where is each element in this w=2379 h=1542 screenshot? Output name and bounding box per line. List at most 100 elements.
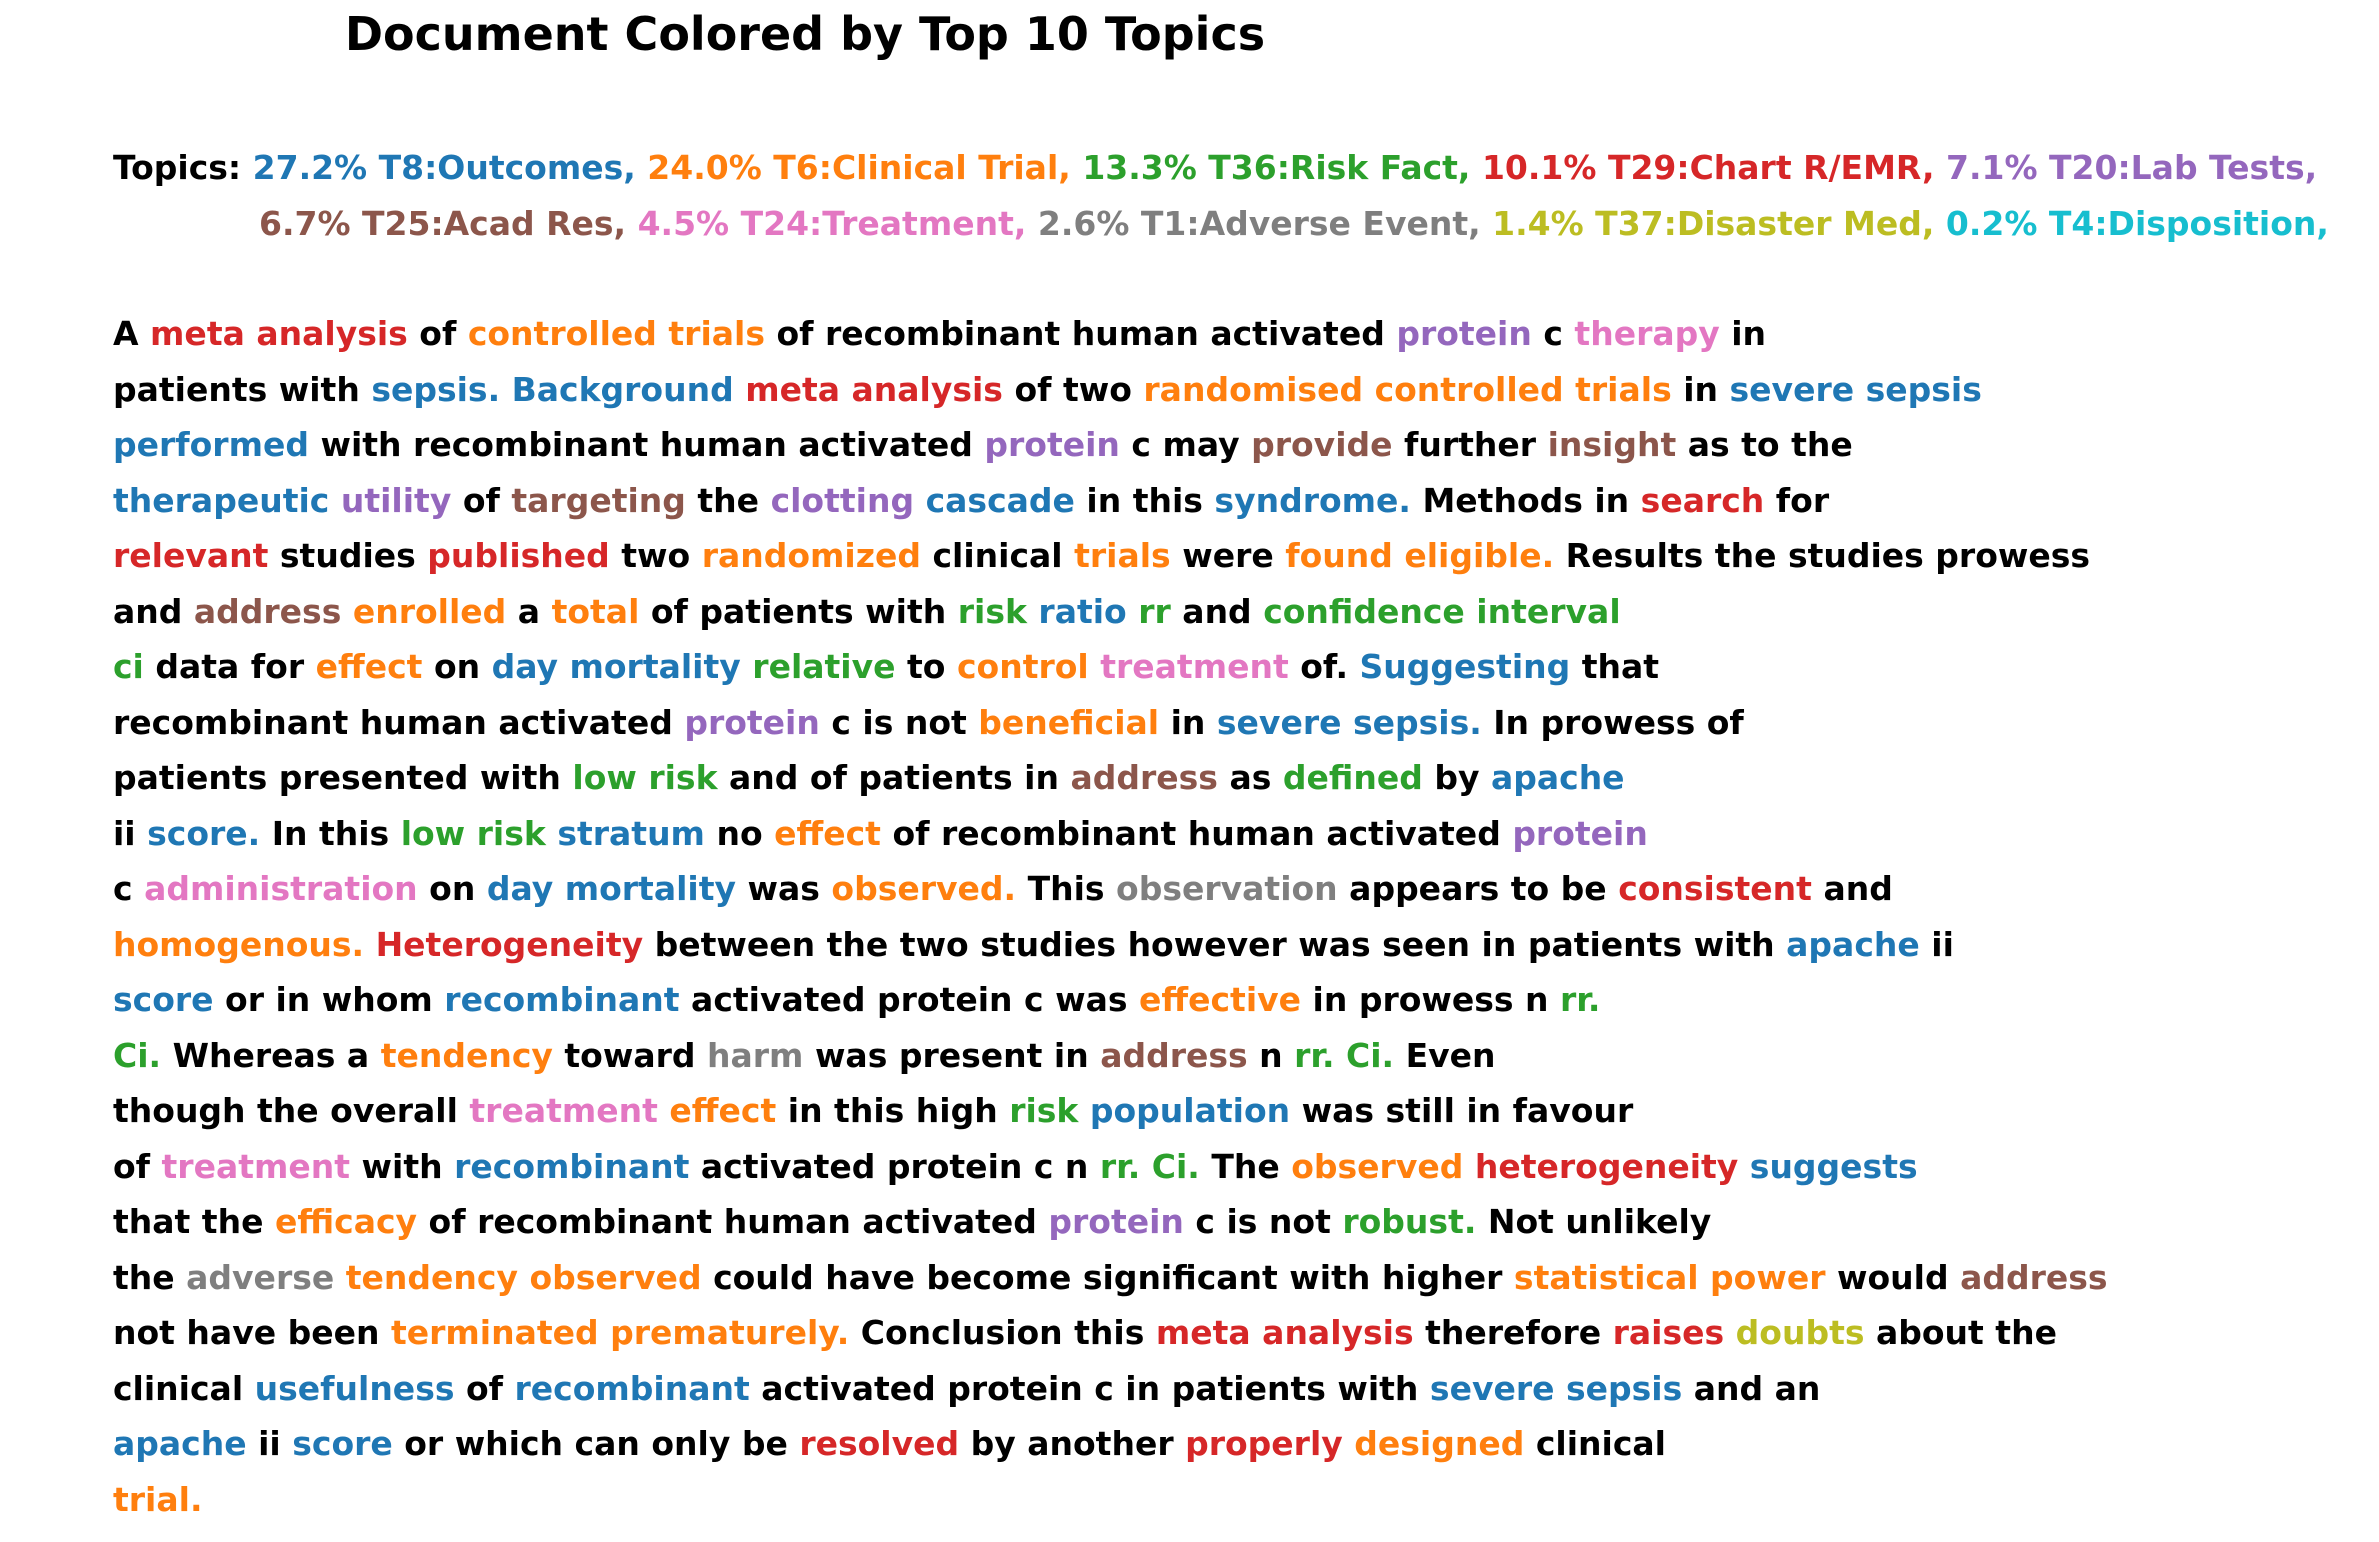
plain-text: In this xyxy=(271,813,390,853)
plain-text: about the xyxy=(1875,1313,2057,1352)
topic-entry: 13.3% T36:Risk Fact, xyxy=(1082,148,1471,187)
plain-text: Methods in xyxy=(1422,480,1630,520)
topic-word: severe sepsis xyxy=(1729,369,1982,409)
topic-word: total xyxy=(551,591,640,631)
topic-word: ci xyxy=(113,647,144,686)
document-line: apache ii score or which can only be res… xyxy=(113,1416,2108,1472)
document-line: performed with recombinant human activat… xyxy=(113,417,2108,473)
topic-word: doubts xyxy=(1735,1313,1865,1352)
topic-word: meta analysis xyxy=(150,314,408,353)
plain-text: of recombinant human activated xyxy=(892,813,1501,853)
plain-text: activated protein c in patients with xyxy=(761,1368,1419,1408)
plain-text: of recombinant human activated xyxy=(428,1202,1037,1241)
plain-text: activated protein c n xyxy=(700,1146,1089,1186)
topic-word: search xyxy=(1640,480,1765,520)
document-line: and address enrolled a total of patients… xyxy=(113,584,2108,640)
topic-word: controlled trials xyxy=(467,314,765,353)
topic-entry: 1.4% T37:Disaster Med, xyxy=(1492,204,1935,243)
document-line: patients with sepsis. Background meta an… xyxy=(113,362,2108,418)
document-line: c administration on day mortality was ob… xyxy=(113,861,2108,917)
topic-word: terminated prematurely. xyxy=(390,1313,850,1352)
topic-word: confidence interval xyxy=(1263,591,1621,631)
topic-word: therapy xyxy=(1574,314,1720,353)
document-body: A meta analysis of controlled trials of … xyxy=(113,306,2108,1527)
document-line: trial. xyxy=(113,1472,2108,1528)
topic-word: properly xyxy=(1185,1424,1343,1463)
topic-word: effect xyxy=(774,813,881,853)
plain-text: that the xyxy=(113,1202,264,1241)
plain-text: ii xyxy=(1931,924,1954,964)
topic-word: apache xyxy=(113,1424,247,1463)
topic-word: Suggesting xyxy=(1359,647,1571,686)
topic-word: relative xyxy=(752,647,896,686)
plain-text: appears to be xyxy=(1349,869,1607,908)
topic-word: severe sepsis xyxy=(1429,1368,1683,1408)
topic-entry: 2.6% T1:Adverse Event, xyxy=(1037,204,1481,243)
topics-row-2-entries: 6.7% T25:Acad Res, 4.5% T24:Treatment, 2… xyxy=(259,204,2329,243)
plain-text: of patients with xyxy=(650,591,947,631)
topic-word: stratum xyxy=(557,813,705,853)
topic-word: recombinant xyxy=(454,1146,690,1186)
plain-text: of xyxy=(419,314,457,353)
topic-word: rr. xyxy=(1560,980,1601,1019)
plain-text: ii xyxy=(113,813,136,853)
topic-word: day mortality xyxy=(491,647,741,686)
document-line: not have been terminated prematurely. Co… xyxy=(113,1305,2108,1361)
topic-word: Ci. xyxy=(113,1035,162,1075)
plain-text: recombinant human activated xyxy=(113,702,673,742)
topic-word: meta analysis xyxy=(745,369,1003,409)
figure-title: Document Colored by Top 10 Topics xyxy=(344,7,1266,61)
document-line: ci data for effect on day mortality rela… xyxy=(113,639,2108,695)
topic-word: score xyxy=(113,980,214,1019)
topic-word: control xyxy=(956,647,1089,686)
topic-word: consistent xyxy=(1618,869,1812,908)
topic-word: address xyxy=(1960,1257,2108,1297)
plain-text: was still in favour xyxy=(1301,1091,1634,1130)
topic-entry: 7.1% T20:Lab Tests, xyxy=(1946,148,2318,187)
document-line: A meta analysis of controlled trials of … xyxy=(113,306,2108,362)
topic-word: protein xyxy=(1048,1202,1184,1241)
topic-word: designed xyxy=(1354,1424,1525,1463)
plain-text: Even xyxy=(1405,1035,1496,1075)
topic-word: tendency observed xyxy=(345,1257,702,1297)
plain-text: in this high xyxy=(787,1091,998,1130)
plain-text: further xyxy=(1404,425,1537,464)
document-line: that the efficacy of recombinant human a… xyxy=(113,1194,2108,1250)
topic-word: statistical power xyxy=(1513,1257,1826,1297)
document-line: Ci. Whereas a tendency toward harm was p… xyxy=(113,1028,2108,1084)
document-line: homogenous. Heterogeneity between the tw… xyxy=(113,917,2108,973)
topic-word: rr. Ci. xyxy=(1294,1035,1395,1075)
plain-text: patients presented with xyxy=(113,758,561,797)
document-line: patients presented with low risk and of … xyxy=(113,750,2108,806)
topic-word: beneficial xyxy=(978,702,1160,742)
topic-word: found eligible. xyxy=(1285,536,1555,575)
plain-text: toward xyxy=(564,1035,696,1075)
topics-row-2: 6.7% T25:Acad Res, 4.5% T24:Treatment, 2… xyxy=(113,196,2329,252)
plain-text: or in whom xyxy=(225,980,433,1019)
plain-text: to xyxy=(907,647,946,686)
topic-word: homogenous. xyxy=(113,924,365,964)
topic-word: protein xyxy=(1512,813,1648,853)
topic-word: low risk xyxy=(400,813,546,853)
topic-word: adverse xyxy=(186,1257,335,1297)
topic-word: raises xyxy=(1612,1313,1725,1352)
topic-word: efficacy xyxy=(274,1202,418,1241)
plain-text: as xyxy=(1229,758,1272,797)
plain-text: clinical xyxy=(113,1368,244,1408)
plain-text: or which can only be xyxy=(404,1424,788,1463)
plain-text: in this xyxy=(1086,480,1203,520)
topic-word: resolved xyxy=(799,1424,960,1463)
topic-word: trials xyxy=(1074,536,1171,575)
topic-word: score xyxy=(292,1424,393,1463)
plain-text: in xyxy=(1170,702,1206,742)
plain-text: though the overall xyxy=(113,1091,458,1130)
plain-text: on xyxy=(433,647,481,686)
topic-word: published xyxy=(427,536,610,575)
topic-word: address xyxy=(193,591,342,631)
topic-entry: 10.1% T29:Chart R/EMR, xyxy=(1481,148,1935,187)
plain-text: in xyxy=(1731,314,1767,353)
topics-row-1-entries: 27.2% T8:Outcomes, 24.0% T6:Clinical Tri… xyxy=(253,148,2318,187)
topic-word: effective xyxy=(1138,980,1302,1019)
topic-word: address xyxy=(1070,758,1218,797)
topic-word: protein xyxy=(984,425,1120,464)
